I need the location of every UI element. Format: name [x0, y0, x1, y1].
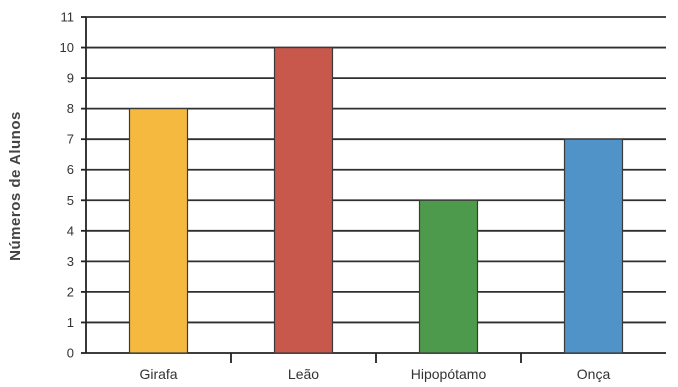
- y-tick-label: 1: [67, 315, 74, 330]
- bar-leao: [273, 46, 334, 354]
- y-tick-label: 3: [67, 254, 74, 269]
- y-tick-label: 9: [67, 71, 74, 86]
- bar-girafa: [128, 108, 189, 354]
- x-category-label: Hipopótamo: [411, 366, 487, 382]
- y-tick-label: 7: [67, 132, 74, 147]
- y-tick-label: 11: [61, 10, 75, 25]
- x-category-label: Onça: [577, 366, 611, 382]
- y-tick-label: 8: [67, 101, 74, 116]
- bars: [128, 46, 624, 354]
- tick-labels: 0 1 2 3 4 5 6 7 8 9 10 11 Girafa Leão Hipopótamo Onça: [60, 10, 611, 383]
- bar-onca: [563, 138, 624, 354]
- y-tick-label: 0: [67, 346, 74, 361]
- y-tick-label: 2: [67, 284, 74, 299]
- y-tick-label: 4: [67, 223, 74, 238]
- x-category-label: Leão: [288, 366, 319, 382]
- y-tick-label: 6: [67, 162, 74, 177]
- y-tick-label: 10: [60, 40, 74, 55]
- y-axis-title: Números de Alunos: [7, 111, 24, 261]
- y-tick-label: 5: [67, 193, 74, 208]
- bar-hipopotamo: [418, 199, 479, 354]
- x-category-label: Girafa: [139, 366, 177, 382]
